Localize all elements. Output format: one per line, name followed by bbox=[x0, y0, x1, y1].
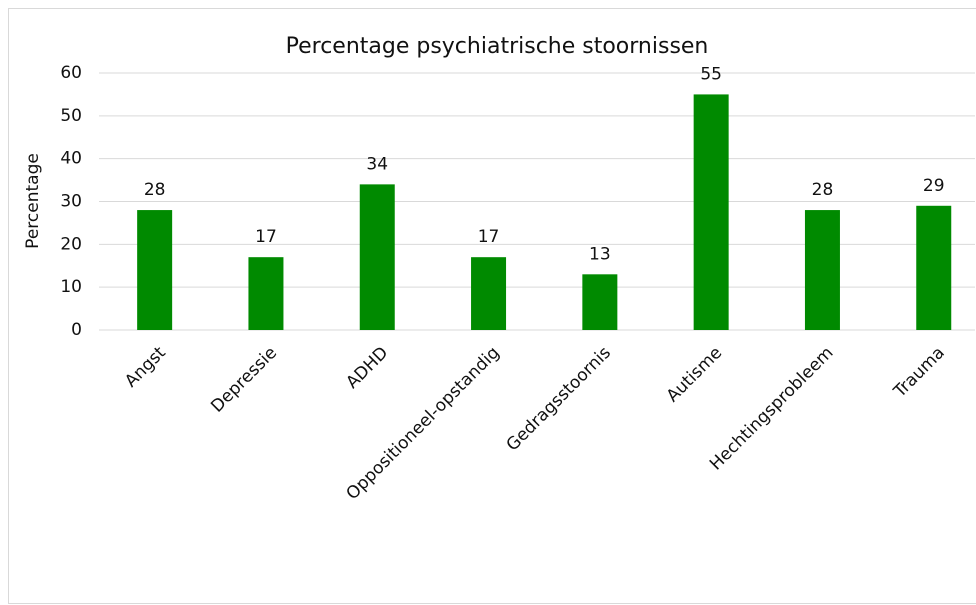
bar bbox=[359, 184, 395, 330]
data-label: 28 bbox=[144, 180, 166, 200]
y-axis-label: Percentage bbox=[23, 153, 43, 249]
y-tick-label: 10 bbox=[60, 277, 82, 297]
data-label: 13 bbox=[589, 244, 611, 264]
data-label: 17 bbox=[478, 227, 500, 247]
y-tick-label: 30 bbox=[60, 192, 82, 212]
y-tick-label: 40 bbox=[60, 149, 82, 169]
y-tick-label: 50 bbox=[60, 106, 82, 126]
data-label: 55 bbox=[700, 64, 722, 84]
bar bbox=[693, 94, 729, 331]
bar bbox=[471, 257, 507, 330]
bar bbox=[137, 210, 173, 330]
data-label: 29 bbox=[923, 176, 945, 196]
data-label: 17 bbox=[255, 227, 277, 247]
y-tick-label: 20 bbox=[60, 234, 82, 254]
data-label: 28 bbox=[812, 180, 834, 200]
bar bbox=[804, 210, 840, 330]
y-tick-label: 0 bbox=[71, 320, 82, 340]
bar bbox=[916, 205, 952, 330]
y-tick-label: 60 bbox=[60, 63, 82, 83]
bar bbox=[248, 257, 284, 330]
chart-title: Percentage psychiatrische stoornissen bbox=[286, 34, 709, 59]
data-label: 34 bbox=[366, 154, 388, 174]
bar bbox=[582, 274, 618, 330]
